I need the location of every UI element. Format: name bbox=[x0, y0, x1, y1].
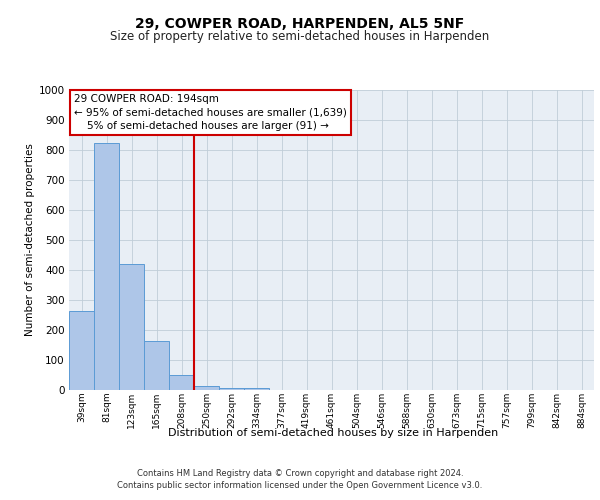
Bar bbox=[119, 264, 144, 390]
Bar bbox=[94, 142, 119, 390]
Text: Contains public sector information licensed under the Open Government Licence v3: Contains public sector information licen… bbox=[118, 480, 482, 490]
Text: Distribution of semi-detached houses by size in Harpenden: Distribution of semi-detached houses by … bbox=[168, 428, 498, 438]
Text: Size of property relative to semi-detached houses in Harpenden: Size of property relative to semi-detach… bbox=[110, 30, 490, 43]
Y-axis label: Number of semi-detached properties: Number of semi-detached properties bbox=[25, 144, 35, 336]
Bar bbox=[144, 340, 169, 390]
Text: 29 COWPER ROAD: 194sqm
← 95% of semi-detached houses are smaller (1,639)
    5% : 29 COWPER ROAD: 194sqm ← 95% of semi-det… bbox=[74, 94, 347, 131]
Bar bbox=[244, 388, 269, 390]
Bar bbox=[69, 310, 94, 390]
Text: Contains HM Land Registry data © Crown copyright and database right 2024.: Contains HM Land Registry data © Crown c… bbox=[137, 470, 463, 478]
Bar bbox=[194, 386, 219, 390]
Bar bbox=[219, 388, 244, 390]
Text: 29, COWPER ROAD, HARPENDEN, AL5 5NF: 29, COWPER ROAD, HARPENDEN, AL5 5NF bbox=[136, 18, 464, 32]
Bar bbox=[169, 375, 194, 390]
